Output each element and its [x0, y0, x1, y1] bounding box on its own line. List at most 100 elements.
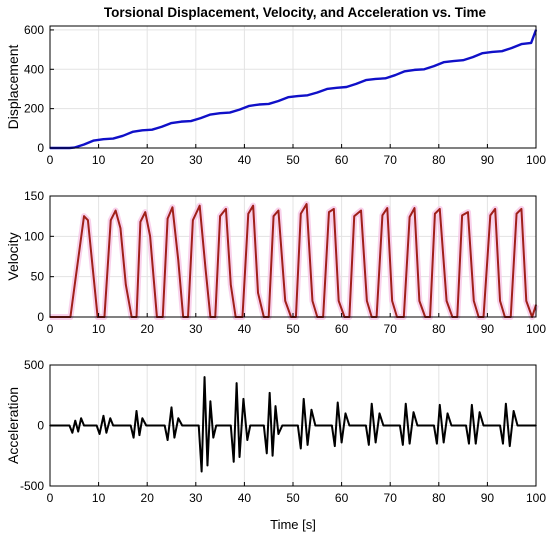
data-point-acceleration [438, 404, 441, 406]
data-point-acceleration [516, 424, 519, 427]
data-point-velocity [337, 300, 340, 302]
data-point-velocity [119, 227, 122, 230]
data-point-acceleration [306, 444, 309, 446]
data-point-displacement [151, 128, 153, 131]
data-point-acceleration [77, 430, 79, 433]
x-tick-label: 100 [526, 491, 546, 505]
y-tick-label: 100 [24, 229, 44, 243]
data-point-acceleration [333, 445, 336, 447]
data-point-acceleration [68, 424, 71, 427]
data-point-acceleration [402, 444, 404, 446]
data-point-displacement [141, 129, 144, 132]
data-point-acceleration [95, 424, 98, 427]
x-tick-label: 20 [141, 153, 155, 167]
x-tick-label: 60 [335, 491, 349, 505]
data-point-acceleration [450, 424, 453, 427]
data-point-acceleration [412, 411, 415, 413]
data-point-displacement [481, 52, 484, 54]
panel-displacement: 0 10 20 30 40 50 60 70 80 90 100 0 200 400 600Displace… [5, 23, 546, 167]
data-point-velocity [445, 300, 448, 302]
data-point-velocity [83, 215, 85, 217]
data-point-velocity [386, 207, 389, 209]
data-point-acceleration [209, 400, 212, 403]
data-point-displacement [122, 135, 124, 137]
data-point-velocity [489, 214, 492, 217]
data-point-acceleration [274, 405, 277, 407]
data-point-displacement [403, 70, 406, 73]
data-point-displacement [199, 117, 202, 119]
data-point-displacement [112, 137, 114, 140]
data-point-velocity [413, 207, 416, 209]
x-tick-label: 40 [238, 322, 252, 336]
x-tick-label: 100 [526, 322, 546, 336]
x-tick-label: 60 [335, 153, 349, 167]
data-point-velocity [192, 219, 194, 221]
x-tick-label: 90 [481, 322, 495, 336]
data-point-displacement [267, 103, 270, 105]
data-point-displacement [530, 42, 532, 44]
data-point-displacement [452, 60, 455, 62]
data-point-acceleration [374, 441, 377, 444]
data-point-acceleration [502, 442, 504, 445]
data-point-displacement [160, 125, 163, 128]
data-point-velocity [229, 283, 232, 286]
data-point-velocity [171, 206, 174, 209]
data-point-velocity [125, 283, 127, 286]
x-tick-label: 70 [384, 322, 398, 336]
x-tick-label: 60 [335, 322, 349, 336]
x-tick-label: 80 [432, 153, 446, 167]
data-point-displacement [365, 79, 367, 81]
data-point-acceleration [246, 439, 249, 441]
data-point-displacement [520, 43, 523, 45]
panel-acceleration: 0 10 20 30 40 50 60 70 80 90 100-5000500Accelerati… [5, 358, 546, 532]
y-tick-label: 0 [37, 141, 44, 155]
data-point-acceleration [512, 410, 515, 412]
data-point-velocity [360, 209, 362, 212]
data-point-velocity [87, 219, 89, 221]
series-line-acceleration [50, 376, 536, 473]
x-tick-label: 0 [47, 153, 54, 167]
data-point-acceleration [344, 412, 347, 415]
data-point-acceleration [263, 424, 265, 427]
data-point-acceleration [399, 424, 401, 427]
y-tick-label: 200 [24, 102, 44, 116]
data-point-velocity [418, 300, 421, 302]
data-point-displacement [102, 138, 105, 140]
data-point-displacement [442, 61, 445, 64]
data-point-acceleration [331, 424, 333, 427]
data-point-velocity [499, 300, 501, 302]
y-tick-label: 150 [24, 189, 44, 203]
data-point-velocity [381, 214, 384, 217]
data-point-velocity [144, 211, 147, 213]
data-point-acceleration [404, 402, 407, 405]
data-point-displacement [248, 105, 251, 107]
data-point-displacement [384, 77, 387, 80]
data-point-velocity [74, 279, 77, 282]
data-point-acceleration [145, 424, 148, 427]
data-point-acceleration [277, 433, 280, 435]
data-point-acceleration [378, 412, 381, 415]
data-point-acceleration [203, 376, 206, 378]
data-point-displacement [355, 83, 357, 85]
x-tick-label: 30 [189, 322, 203, 336]
data-point-displacement [131, 131, 134, 133]
data-point-velocity [257, 292, 259, 294]
data-point-acceleration [132, 436, 135, 439]
data-point-velocity [333, 208, 335, 210]
data-point-velocity [299, 212, 302, 215]
data-point-acceleration [212, 436, 215, 439]
data-point-acceleration [235, 382, 238, 384]
data-point-displacement [472, 56, 474, 58]
data-point-acceleration [177, 417, 180, 420]
data-point-acceleration [83, 424, 85, 427]
data-point-acceleration [74, 419, 77, 422]
data-point-acceleration [105, 431, 108, 434]
data-point-displacement [92, 139, 95, 142]
x-tick-label: 50 [286, 153, 300, 167]
data-point-displacement [423, 68, 426, 71]
data-point-velocity [277, 209, 280, 212]
data-point-acceleration [408, 442, 411, 445]
data-point-velocity [272, 215, 275, 217]
data-point-displacement [510, 47, 513, 49]
